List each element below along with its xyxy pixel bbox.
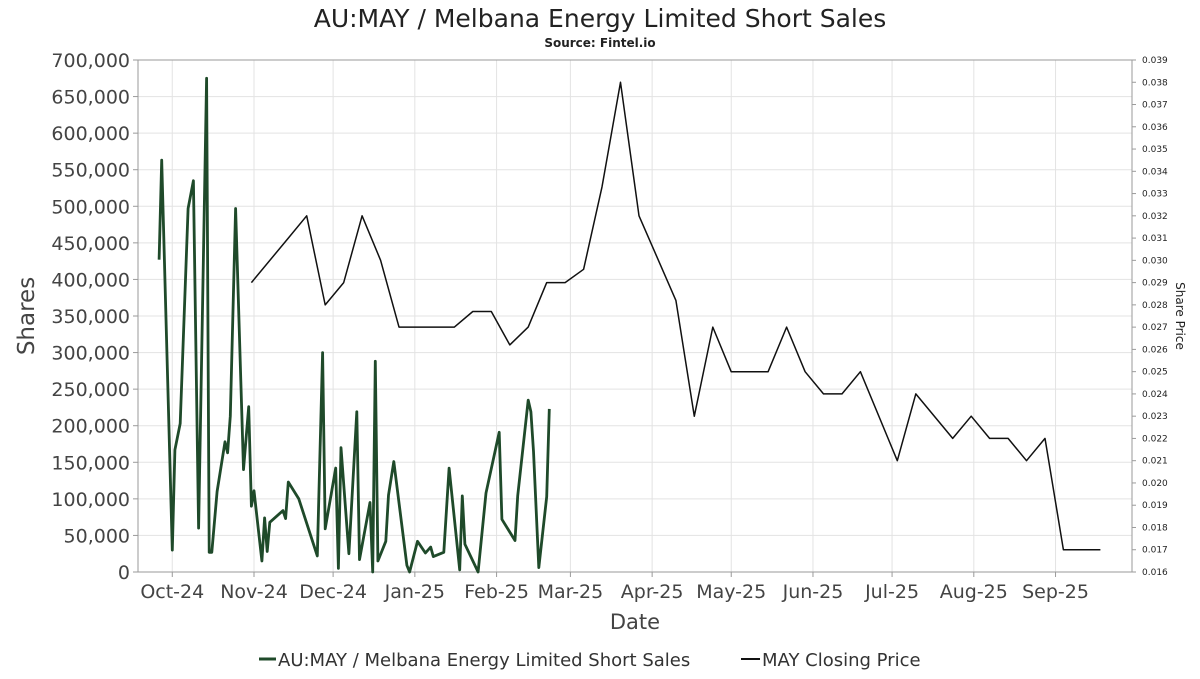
y2-tick-label: 0.027 [1142, 323, 1168, 333]
y-tick-label: 100,000 [51, 489, 130, 511]
x-tick-label: Dec-24 [299, 581, 367, 603]
y2-tick-label: 0.035 [1142, 145, 1168, 155]
y2-tick-label: 0.026 [1142, 345, 1168, 355]
y2-tick-label: 0.016 [1142, 568, 1168, 578]
y2-tick-label: 0.034 [1142, 167, 1168, 177]
y2-tick-label: 0.033 [1142, 190, 1168, 200]
x-tick-label: Feb-25 [464, 581, 529, 603]
y2-tick-label: 0.021 [1142, 457, 1168, 467]
grid-lines [138, 59, 1132, 573]
x-tick-label: Oct-24 [140, 581, 204, 603]
y2-tick-label: 0.029 [1142, 279, 1168, 289]
x-tick-label: Jan-25 [384, 581, 445, 603]
y2-tick-label: 0.031 [1142, 234, 1168, 244]
legend: AU:MAY / Melbana Energy Limited Short Sa… [259, 650, 921, 671]
y-tick-label: 500,000 [51, 196, 130, 218]
y2-tick-label: 0.020 [1142, 479, 1168, 489]
y2-tick-label: 0.036 [1142, 123, 1168, 133]
x-tick-label: Jul-25 [864, 581, 919, 603]
y2-tick-label: 0.023 [1142, 412, 1168, 422]
y2-tick-label: 0.018 [1142, 523, 1168, 533]
right-axis: 0.016 0.017 0.018 0.019 0.020 0.021 0.022 0.023… [1132, 56, 1168, 578]
y-tick-label: 150,000 [51, 452, 130, 474]
x-axis-label: Date [610, 610, 660, 634]
y2-tick-label: 0.019 [1142, 501, 1168, 511]
y-tick-label: 0 [118, 562, 130, 584]
y2-tick-label: 0.032 [1142, 212, 1168, 222]
legend-label-closing-price: MAY Closing Price [762, 650, 921, 671]
y2-tick-label: 0.022 [1142, 434, 1168, 444]
y-tick-label: 650,000 [51, 87, 130, 109]
y2-tick-label: 0.037 [1142, 101, 1168, 111]
y-axis-label: Shares [14, 277, 40, 355]
x-tick-label: May-25 [696, 581, 766, 603]
y-tick-label: 200,000 [51, 416, 130, 438]
y-tick-label: 400,000 [51, 269, 130, 291]
y-tick-label: 300,000 [51, 343, 130, 365]
chart-subtitle: Source: Fintel.io [544, 36, 655, 50]
y-tick-label: 250,000 [51, 379, 130, 401]
closing-price-line [250, 81, 1101, 551]
y-tick-label: 350,000 [51, 306, 130, 328]
y2-tick-label: 0.017 [1142, 546, 1168, 556]
y2-tick-label: 0.039 [1142, 56, 1168, 66]
x-tick-label: Aug-25 [940, 581, 1008, 603]
x-tick-label: Sep-25 [1022, 581, 1089, 603]
y2-tick-label: 0.024 [1142, 390, 1168, 400]
y-tick-label: 600,000 [51, 123, 130, 145]
chart-title: AU:MAY / Melbana Energy Limited Short Sa… [314, 4, 887, 33]
y2-tick-label: 0.028 [1142, 301, 1168, 311]
y2-tick-label: 0.025 [1142, 368, 1168, 378]
y2-tick-label: 0.030 [1142, 256, 1168, 266]
y-tick-label: 50,000 [64, 525, 130, 547]
y2-axis-label: Share Price [1173, 282, 1187, 350]
left-axis: 0 50,000 100,000 150,000 200,000 250,000 300,0… [51, 50, 138, 584]
legend-label-short-sales: AU:MAY / Melbana Energy Limited Short Sa… [278, 650, 690, 671]
y-tick-label: 450,000 [51, 233, 130, 255]
y-tick-label: 550,000 [51, 160, 130, 182]
x-tick-label: Mar-25 [538, 581, 604, 603]
x-tick-label: Apr-25 [621, 581, 684, 603]
x-tick-label: Nov-24 [220, 581, 288, 603]
y2-tick-label: 0.038 [1142, 78, 1168, 88]
series-layer [157, 76, 1101, 574]
y-tick-label: 700,000 [51, 50, 130, 72]
x-tick-label: Jun-25 [782, 581, 844, 603]
short-sales-line [157, 76, 551, 574]
x-axis: Oct-24 Nov-24 Dec-24 Jan-25 Feb-25 Mar-25 Apr-… [140, 572, 1089, 603]
